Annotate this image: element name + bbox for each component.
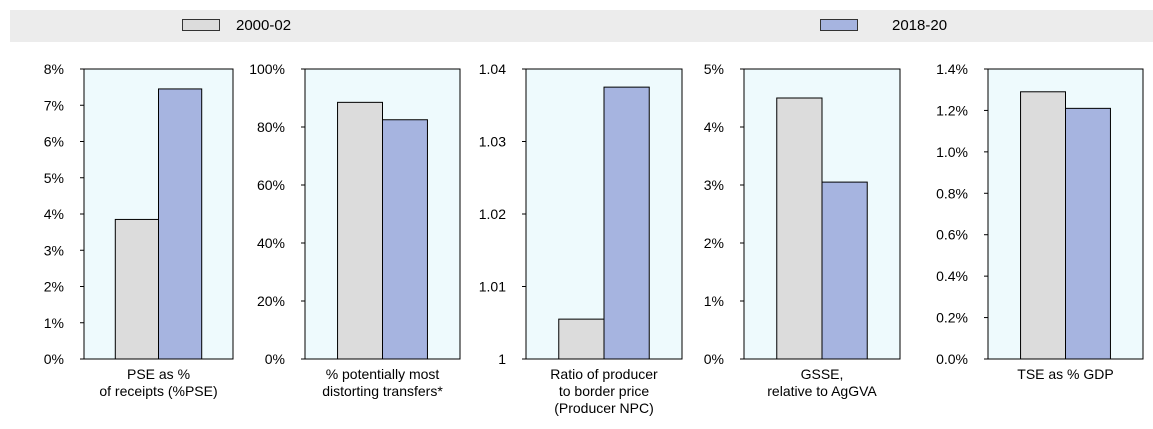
xaxis-label-5-0: TSE as % GDP [1017, 366, 1113, 382]
legend-swatch-2000-02 [182, 19, 220, 31]
ytick-label-1-7: 7% [44, 97, 64, 113]
ytick-label-4-5: 5% [704, 61, 724, 77]
legend: 2000-02 2018-20 [10, 10, 1153, 42]
xaxis-label-2-0: % potentially most [326, 366, 440, 382]
ytick-label-5-1: 0.2% [936, 310, 968, 326]
bar-4-2000-02 [776, 97, 823, 360]
ytick-label-5-0: 0.0% [936, 351, 968, 367]
ytick-label-2-5: 100% [249, 61, 285, 77]
ytick-label-1-4: 4% [44, 206, 64, 222]
ytick-label-4-0: 0% [704, 351, 724, 367]
ytick-label-1-8: 8% [44, 61, 64, 77]
bar-5-2018-20 [1065, 107, 1111, 360]
ytick-label-3-1: 1.01 [479, 279, 506, 295]
legend-label-2000-02: 2000-02 [236, 17, 292, 34]
ytick-label-2-2: 40% [257, 235, 285, 251]
bar-1-2018-20 [158, 88, 203, 360]
xaxis-label-1-0: PSE as % [127, 366, 190, 382]
ytick-label-3-2: 1.02 [479, 206, 506, 222]
ytick-label-5-2: 0.4% [936, 268, 968, 284]
bar-3-2000-02 [558, 318, 605, 360]
ytick-label-1-1: 1% [44, 315, 64, 331]
ytick-label-4-3: 3% [704, 177, 724, 193]
bar-1-2000-02 [114, 218, 159, 360]
ytick-label-2-4: 80% [257, 119, 285, 135]
xaxis-label-4-1: relative to AgGVA [767, 383, 877, 399]
ytick-label-4-2: 2% [704, 235, 724, 251]
ytick-label-3-4: 1.04 [479, 61, 506, 77]
ytick-label-2-0: 0% [265, 351, 285, 367]
ytick-label-1-3: 3% [44, 242, 64, 258]
bar-2-2018-20 [382, 119, 428, 360]
ytick-label-1-6: 6% [44, 134, 64, 150]
ytick-label-2-1: 20% [257, 293, 285, 309]
ytick-label-4-4: 4% [704, 119, 724, 135]
ytick-label-2-3: 60% [257, 177, 285, 193]
bar-3-2018-20 [603, 86, 650, 360]
xaxis-label-3-2: (Producer NPC) [554, 400, 654, 416]
ytick-label-5-4: 0.8% [936, 185, 968, 201]
ytick-label-5-5: 1.0% [936, 144, 968, 160]
legend-swatch-2018-20 [820, 19, 858, 31]
ytick-label-1-2: 2% [44, 279, 64, 295]
ytick-label-1-0: 0% [44, 351, 64, 367]
legend-label-2018-20: 2018-20 [892, 17, 948, 34]
xaxis-label-3-1: to border price [559, 383, 649, 399]
ytick-label-4-1: 1% [704, 293, 724, 309]
ytick-label-5-3: 0.6% [936, 227, 968, 243]
xaxis-label-1-1: of receipts (%PSE) [99, 383, 217, 399]
xaxis-label-3-0: Ratio of producer [550, 366, 658, 382]
ytick-label-3-0: 1 [498, 351, 506, 367]
xaxis-label-2-1: distorting transfers* [322, 383, 443, 399]
ytick-label-1-5: 5% [44, 170, 64, 186]
ytick-label-3-3: 1.03 [479, 134, 506, 150]
ytick-label-5-7: 1.4% [936, 61, 968, 77]
bar-4-2018-20 [821, 181, 868, 360]
bar-5-2000-02 [1020, 91, 1066, 360]
bar-2-2000-02 [337, 101, 383, 360]
ytick-label-5-6: 1.2% [936, 102, 968, 118]
xaxis-label-4-0: GSSE, [801, 366, 844, 382]
